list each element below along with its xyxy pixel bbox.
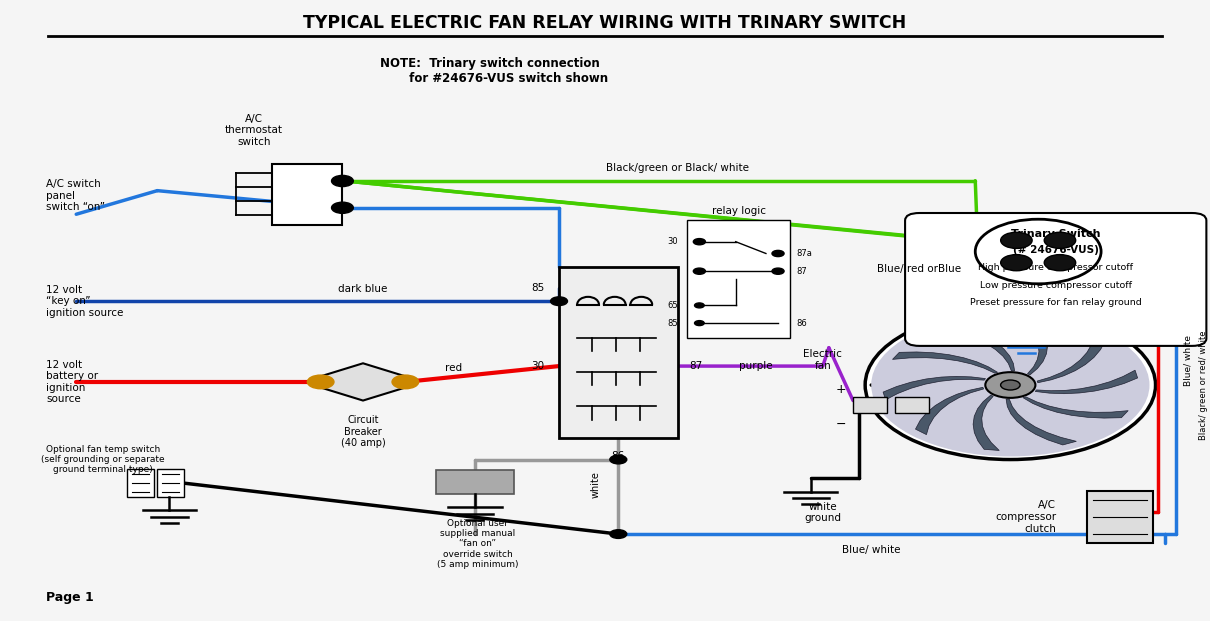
Text: A/C
thermostat
switch: A/C thermostat switch: [225, 114, 283, 147]
Circle shape: [693, 268, 705, 274]
FancyBboxPatch shape: [895, 397, 929, 413]
Text: white
ground: white ground: [805, 502, 841, 523]
Text: relay logic: relay logic: [711, 206, 766, 216]
Text: A/C switch
panel
switch “on”: A/C switch panel switch “on”: [46, 179, 105, 212]
Text: 86: 86: [796, 319, 807, 328]
Text: 12 volt
“key on”
ignition source: 12 volt “key on” ignition source: [46, 284, 123, 318]
Text: 85: 85: [531, 283, 545, 292]
Text: Blue/ red orBlue: Blue/ red orBlue: [877, 264, 962, 274]
FancyBboxPatch shape: [1087, 491, 1153, 543]
Circle shape: [1044, 255, 1076, 271]
Circle shape: [772, 250, 784, 256]
Polygon shape: [1021, 320, 1048, 375]
FancyBboxPatch shape: [905, 213, 1206, 346]
Circle shape: [610, 455, 627, 464]
Text: 85: 85: [667, 319, 678, 328]
Text: Black/ green or red/ white: Black/ green or red/ white: [1199, 330, 1209, 440]
Polygon shape: [893, 352, 997, 373]
Circle shape: [332, 202, 353, 214]
Text: Preset pressure for fan relay ground: Preset pressure for fan relay ground: [970, 298, 1141, 307]
Text: Trinary Switch: Trinary Switch: [1012, 229, 1100, 239]
Text: TYPICAL ELECTRIC FAN RELAY WIRING WITH TRINARY SWITCH: TYPICAL ELECTRIC FAN RELAY WIRING WITH T…: [304, 14, 906, 32]
Text: Circuit
Breaker
(40 amp): Circuit Breaker (40 amp): [341, 415, 385, 448]
Text: (# 24676-VUS): (# 24676-VUS): [1013, 245, 1099, 255]
FancyBboxPatch shape: [127, 469, 154, 497]
Polygon shape: [321, 363, 405, 401]
Text: Low pressure compressor cutoff: Low pressure compressor cutoff: [980, 281, 1131, 289]
Circle shape: [695, 320, 704, 325]
Text: NOTE:  Trinary switch connection
         for #24676-VUS switch shown: NOTE: Trinary switch connection for #246…: [371, 57, 609, 86]
Text: red: red: [445, 363, 462, 373]
Circle shape: [865, 310, 1156, 460]
Polygon shape: [1037, 335, 1105, 383]
Polygon shape: [1036, 370, 1137, 394]
Text: Blue/ white: Blue/ white: [842, 545, 900, 555]
Circle shape: [1001, 380, 1020, 390]
Circle shape: [551, 297, 567, 306]
Text: Blue/ white: Blue/ white: [1183, 335, 1193, 386]
Polygon shape: [883, 376, 985, 400]
Circle shape: [332, 175, 353, 186]
Polygon shape: [944, 325, 1015, 371]
Polygon shape: [1006, 399, 1077, 445]
Text: 87: 87: [690, 361, 703, 371]
Text: A/C
compressor
clutch: A/C compressor clutch: [995, 501, 1056, 533]
Text: 87a: 87a: [796, 249, 812, 258]
Circle shape: [975, 219, 1101, 284]
Text: white: white: [590, 471, 600, 498]
Text: High pressure compressor cutoff: High pressure compressor cutoff: [978, 263, 1134, 272]
Text: +: +: [836, 383, 846, 396]
Circle shape: [985, 372, 1036, 398]
Circle shape: [772, 268, 784, 274]
Circle shape: [1001, 232, 1032, 248]
Text: Optional user
supplied manual
“fan on”
override switch
(5 amp minimum): Optional user supplied manual “fan on” o…: [437, 519, 519, 569]
Text: −: −: [836, 418, 846, 430]
FancyBboxPatch shape: [436, 470, 514, 494]
FancyBboxPatch shape: [157, 469, 184, 497]
Text: Electric
fan: Electric fan: [803, 350, 842, 371]
FancyBboxPatch shape: [853, 397, 887, 413]
Text: 65: 65: [667, 301, 678, 310]
Text: 12 volt
battery or
ignition
source: 12 volt battery or ignition source: [46, 360, 98, 404]
Circle shape: [871, 314, 1150, 456]
Text: Page 1: Page 1: [46, 591, 93, 604]
Text: Black/green or Black/ white: Black/green or Black/ white: [606, 163, 749, 173]
Polygon shape: [973, 395, 999, 450]
Text: 86: 86: [612, 451, 624, 461]
Circle shape: [392, 375, 419, 389]
Text: 87: 87: [796, 266, 807, 276]
Circle shape: [610, 530, 627, 538]
Circle shape: [695, 303, 704, 308]
Text: dark blue: dark blue: [339, 284, 387, 294]
Circle shape: [693, 238, 705, 245]
Polygon shape: [1024, 397, 1128, 418]
Text: Optional fan temp switch
(self grounding or separate
ground terminal type): Optional fan temp switch (self grounding…: [41, 445, 165, 474]
Circle shape: [307, 375, 334, 389]
Text: 30: 30: [667, 237, 678, 246]
Circle shape: [1001, 255, 1032, 271]
FancyBboxPatch shape: [559, 267, 678, 438]
Text: purple: purple: [739, 361, 773, 371]
Circle shape: [1044, 232, 1076, 248]
FancyBboxPatch shape: [687, 220, 790, 338]
Polygon shape: [916, 388, 984, 435]
Text: 30: 30: [531, 361, 545, 371]
FancyBboxPatch shape: [272, 164, 342, 225]
